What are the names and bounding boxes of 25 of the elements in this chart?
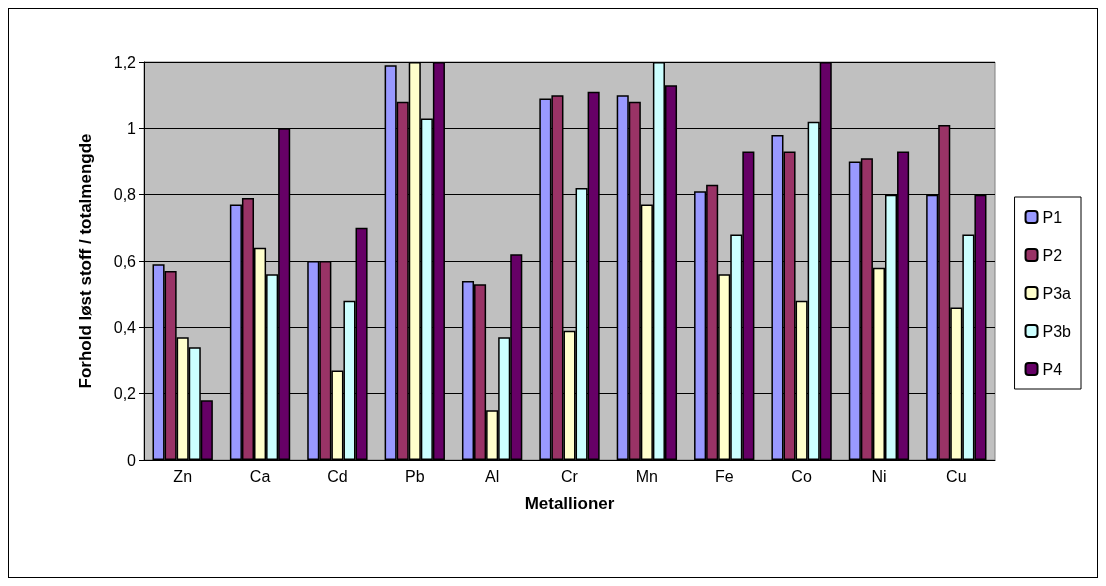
x-tick-label: Ni	[871, 467, 887, 485]
x-tick-label: Zn	[173, 467, 193, 485]
legend-label: P4	[1042, 360, 1063, 378]
y-tick-label: 1	[127, 119, 137, 137]
legend-label: P3b	[1042, 322, 1072, 340]
x-tick-label: Al	[485, 467, 500, 485]
y-tick-label: 0,2	[113, 385, 137, 403]
x-tick-label: Cd	[327, 467, 348, 485]
x-tick-label: Mn	[635, 467, 658, 485]
x-axis-title: Metallioner	[524, 494, 615, 513]
y-tick-label: 0,8	[113, 186, 137, 204]
y-tick-label: 0	[127, 451, 137, 469]
x-tick-label: Pb	[404, 467, 425, 485]
x-tick-label: Co	[791, 467, 812, 485]
y-axis-title: Forhold løst stoff / totalmengde	[76, 133, 95, 389]
x-tick-label: Cu	[946, 467, 967, 485]
x-tick-label: Fe	[714, 467, 734, 485]
legend-label: P3a	[1042, 284, 1072, 302]
legend-label: P2	[1042, 246, 1063, 264]
x-tick-label: Cr	[561, 467, 579, 485]
y-tick-label: 0,4	[113, 318, 137, 336]
legend-label: P1	[1042, 208, 1063, 226]
x-tick-label: Ca	[249, 467, 271, 485]
y-tick-label: 0,6	[113, 252, 137, 270]
y-tick-label: 1,2	[113, 53, 137, 71]
